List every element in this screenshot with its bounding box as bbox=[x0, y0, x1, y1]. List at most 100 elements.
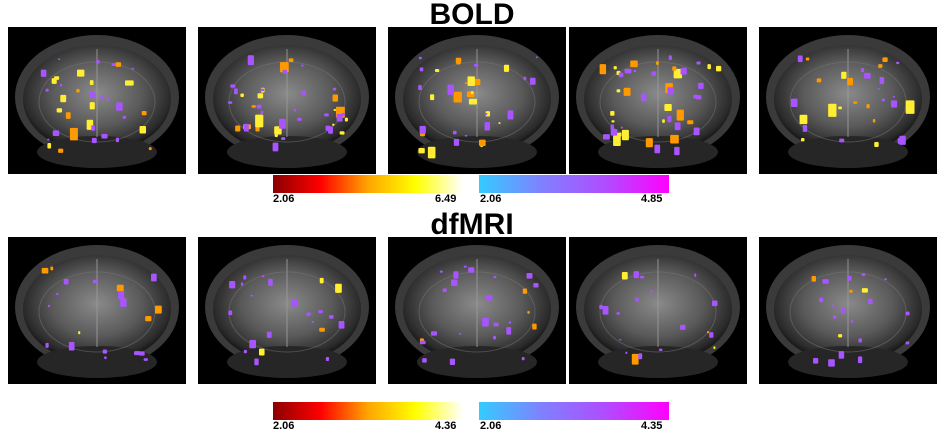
activation-blob-warm bbox=[332, 123, 335, 126]
activation-blob-cool bbox=[240, 282, 244, 286]
activation-blob-cool bbox=[91, 125, 95, 131]
activation-blob-warm bbox=[645, 138, 653, 148]
activation-blob-warm bbox=[503, 64, 510, 72]
activation-blob-cool bbox=[247, 55, 254, 66]
activation-blob-warm bbox=[427, 146, 436, 159]
activation-blob-cool bbox=[463, 265, 467, 268]
activation-blob-cool bbox=[68, 341, 75, 351]
activation-blob-warm bbox=[464, 81, 467, 85]
activation-blob-cool bbox=[693, 127, 700, 136]
activation-blob-cool bbox=[293, 108, 297, 112]
activation-blob-warm bbox=[235, 125, 241, 132]
activation-blob-cool bbox=[832, 315, 837, 319]
dfmri-cool-colorbar bbox=[479, 402, 669, 420]
activation-blob-cool bbox=[228, 310, 233, 316]
activation-blob-warm bbox=[274, 133, 278, 137]
activation-blob-cool bbox=[418, 84, 422, 91]
activation-blob-cool bbox=[464, 134, 468, 137]
activation-blob-cool bbox=[449, 358, 456, 366]
activation-blob-cool bbox=[529, 77, 536, 85]
activation-blob-cool bbox=[610, 129, 618, 136]
activation-blob-cool bbox=[150, 273, 157, 282]
activation-blob-cool bbox=[134, 351, 141, 356]
activation-blob-cool bbox=[618, 72, 624, 78]
activation-blob-cool bbox=[115, 137, 120, 143]
dfmri-slice-4 bbox=[569, 237, 747, 384]
activation-blob-cool bbox=[422, 358, 427, 363]
activation-blob-cool bbox=[680, 67, 687, 75]
activation-blob-cool bbox=[260, 110, 264, 115]
brain-slice-image bbox=[766, 35, 930, 168]
activation-blob-warm bbox=[670, 134, 679, 144]
activation-blob-cool bbox=[840, 307, 845, 314]
activation-blob-cool bbox=[59, 83, 63, 87]
activation-blob-cool bbox=[484, 113, 488, 116]
activation-blob-warm bbox=[257, 93, 264, 99]
activation-blob-warm bbox=[455, 57, 462, 64]
activation-blob-warm bbox=[47, 142, 52, 149]
brain-slice-image bbox=[395, 245, 559, 378]
activation-blob-cool bbox=[453, 138, 460, 146]
activation-blob-warm bbox=[623, 87, 631, 96]
lower-structure bbox=[37, 136, 157, 168]
activation-blob-cool bbox=[111, 63, 116, 67]
activation-blob-warm bbox=[453, 91, 462, 103]
activation-blob-cool bbox=[52, 130, 60, 136]
activation-blob-cool bbox=[328, 315, 334, 319]
dfmri-slice-2 bbox=[198, 237, 376, 384]
activation-blob-cool bbox=[507, 110, 514, 120]
activation-blob-cool bbox=[256, 104, 262, 109]
activation-blob-warm bbox=[258, 348, 265, 356]
activation-blob-warm bbox=[498, 122, 501, 124]
activation-blob-warm bbox=[599, 64, 607, 75]
activation-blob-cool bbox=[485, 295, 493, 301]
activation-blob-warm bbox=[434, 68, 440, 73]
activation-blob-cool bbox=[884, 278, 887, 281]
activation-blob-cool bbox=[473, 63, 479, 67]
activation-blob-cool bbox=[228, 101, 233, 104]
activation-blob-cool bbox=[521, 357, 525, 361]
activation-blob-warm bbox=[332, 94, 339, 102]
activation-blob-cool bbox=[493, 322, 499, 327]
activation-blob-cool bbox=[651, 71, 656, 76]
activation-blob-cool bbox=[905, 311, 910, 316]
activation-blob-cool bbox=[668, 55, 672, 61]
dfmri-warm-max-label: 4.36 bbox=[435, 420, 457, 432]
dfmri-title: dfMRI bbox=[430, 208, 514, 241]
activation-blob-cool bbox=[493, 335, 496, 340]
activation-blob-warm bbox=[532, 323, 537, 330]
activation-blob-cool bbox=[468, 267, 475, 273]
activation-blob-cool bbox=[63, 278, 69, 285]
activation-blob-cool bbox=[47, 304, 51, 308]
dfmri-cool-min-label: 2.06 bbox=[480, 420, 502, 432]
activation-blob-cool bbox=[430, 331, 438, 336]
activation-blob-cool bbox=[839, 138, 845, 143]
activation-blob-cool bbox=[102, 349, 108, 354]
activation-blob-warm bbox=[838, 106, 842, 110]
bold-slice-1 bbox=[8, 27, 186, 174]
activation-blob-cool bbox=[506, 327, 512, 335]
activation-blob-cool bbox=[229, 281, 236, 289]
activation-blob-cool bbox=[91, 137, 97, 144]
activation-blob-cool bbox=[696, 95, 702, 100]
activation-blob-cool bbox=[328, 126, 333, 134]
activation-blob-cool bbox=[122, 115, 126, 119]
activation-blob-cool bbox=[338, 321, 345, 329]
activation-blob-cool bbox=[633, 271, 639, 279]
activation-blob-warm bbox=[828, 103, 837, 117]
activation-blob-cool bbox=[45, 88, 49, 92]
activation-blob-warm bbox=[673, 68, 683, 79]
activation-blob-cool bbox=[797, 55, 803, 63]
dfmri-slice-1 bbox=[8, 237, 186, 384]
activation-blob-warm bbox=[800, 138, 805, 142]
activation-blob-cool bbox=[318, 310, 323, 314]
activation-blob-cool bbox=[332, 87, 337, 91]
activation-blob-cool bbox=[619, 339, 622, 341]
activation-blob-cool bbox=[698, 82, 704, 90]
activation-blob-cool bbox=[120, 298, 127, 307]
bold-cool-min-label: 2.06 bbox=[480, 193, 502, 205]
activation-blob-cool bbox=[624, 68, 632, 74]
activation-blob-warm bbox=[706, 331, 710, 334]
lower-structure bbox=[227, 136, 347, 168]
activation-blob-warm bbox=[145, 315, 152, 322]
